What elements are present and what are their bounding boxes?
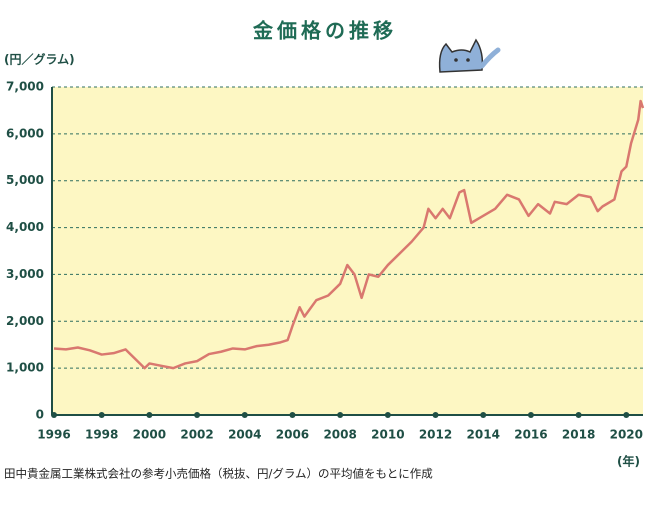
y-tick-label: 3,000 bbox=[6, 267, 44, 281]
x-tick-mark bbox=[575, 412, 582, 418]
x-tick-label: 2016 bbox=[514, 428, 547, 442]
x-tick-mark bbox=[480, 412, 487, 418]
y-tick-label: 0 bbox=[36, 408, 44, 422]
x-axis-label: (年) bbox=[617, 454, 640, 469]
price-line bbox=[53, 99, 645, 370]
x-tick-label: 2014 bbox=[467, 428, 500, 442]
x-tick-mark bbox=[146, 412, 153, 418]
y-tick-label: 5,000 bbox=[6, 173, 44, 187]
note: 田中貴金属工業株式会社の参考小売価格（税抜、円/グラム）の平均値をもとに作成 bbox=[4, 467, 433, 481]
y-tick-label: 6,000 bbox=[6, 126, 44, 140]
x-tick-label: 1998 bbox=[85, 428, 118, 442]
x-tick-mark bbox=[241, 412, 248, 418]
x-tick-label: 2018 bbox=[562, 428, 595, 442]
x-tick-label: 2020 bbox=[610, 428, 643, 442]
x-tick-label: 2012 bbox=[419, 428, 452, 442]
x-tick-mark bbox=[98, 412, 105, 418]
x-tick-mark bbox=[384, 412, 391, 418]
x-tick-mark bbox=[527, 412, 534, 418]
y-tick-label: 2,000 bbox=[6, 314, 44, 328]
x-tick-label: 1996 bbox=[37, 428, 70, 442]
x-tick-label: 2002 bbox=[180, 428, 213, 442]
cat-illustration bbox=[438, 38, 501, 73]
x-tick-mark bbox=[51, 412, 57, 418]
y-tick-label: 7,000 bbox=[6, 80, 44, 94]
x-tick-mark bbox=[289, 412, 296, 418]
x-tick-label: 2010 bbox=[371, 428, 404, 442]
x-tick-mark bbox=[432, 412, 439, 418]
y-tick-label: 1,000 bbox=[6, 361, 44, 375]
x-tick-mark bbox=[337, 412, 344, 418]
y-tick-label: 4,000 bbox=[6, 220, 44, 234]
x-tick-mark bbox=[623, 412, 630, 418]
x-tick-label: 2004 bbox=[228, 428, 261, 442]
x-tick-label: 2000 bbox=[133, 428, 166, 442]
y-axis-label: (円／グラム) bbox=[4, 52, 75, 67]
chart-title: 金価格の推移 bbox=[252, 19, 397, 43]
x-tick-label: 2008 bbox=[323, 428, 356, 442]
x-tick-label: 2006 bbox=[276, 428, 309, 442]
plot-area bbox=[52, 87, 643, 415]
x-tick-mark bbox=[194, 412, 201, 418]
